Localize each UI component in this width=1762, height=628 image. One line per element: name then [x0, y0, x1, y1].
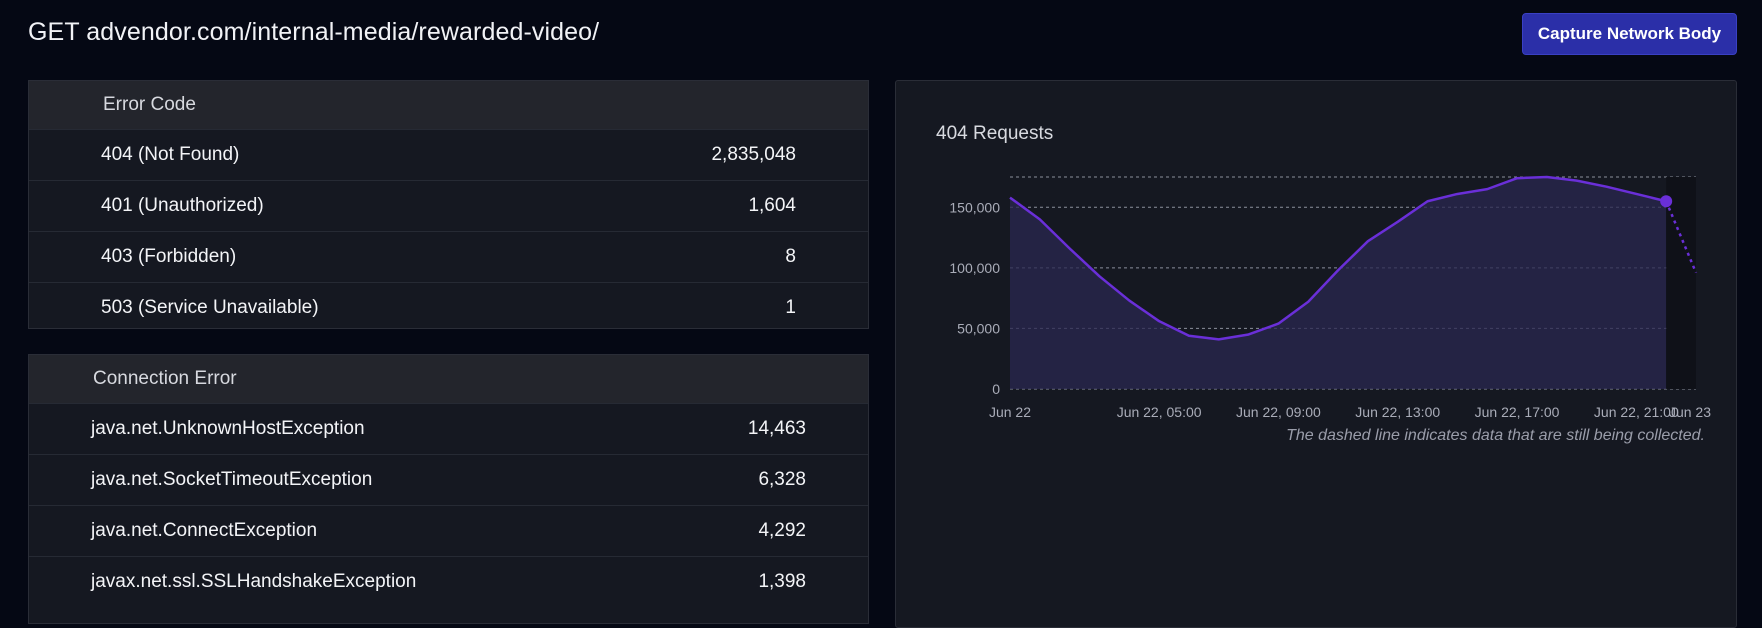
row-label: 404 (Not Found): [101, 144, 240, 165]
table-row[interactable]: 404 (Not Found) 2,835,048: [29, 129, 868, 180]
y-tick-label: 0: [992, 381, 1000, 397]
table-row[interactable]: java.net.SocketTimeoutException 6,328: [29, 454, 868, 505]
row-value: 6,328: [758, 469, 806, 490]
table-row[interactable]: 403 (Forbidden) 8: [29, 231, 868, 282]
x-tick-label: Jun 22, 21:00: [1594, 404, 1679, 420]
series-line: [1009, 175, 1667, 341]
requests-chart[interactable]: 0 50,000 100,000 150,000 Jun 22 Jun 22, 05:00…: [896, 81, 1738, 481]
x-tick-label: Jun 23: [1669, 404, 1711, 420]
table-row[interactable]: java.net.ConnectException 4,292: [29, 505, 868, 556]
row-value: 4,292: [758, 520, 806, 541]
row-label: 503 (Service Unavailable): [101, 297, 319, 318]
x-tick-label: Jun 22, 05:00: [1117, 404, 1202, 420]
chart-title: 404 Requests: [936, 123, 1054, 144]
row-value: 8: [785, 246, 796, 267]
row-value: 1: [785, 297, 796, 318]
page-title: GET advendor.com/internal-media/rewarded…: [28, 18, 600, 46]
table-row[interactable]: 401 (Unauthorized) 1,604: [29, 180, 868, 231]
error-code-table: Error Code 404 (Not Found) 2,835,048 401…: [28, 80, 869, 329]
y-tick-label: 50,000: [957, 320, 1000, 336]
row-value: 14,463: [747, 418, 806, 439]
x-tick-label: Jun 22, 09:00: [1236, 404, 1321, 420]
row-value: 1,604: [748, 195, 796, 216]
partial-region: [1666, 177, 1696, 389]
chart-panel: 404 Requests 0 50,000 100,000 150,000 Jun 22…: [895, 80, 1737, 628]
y-tick-label: 100,000: [949, 260, 1000, 276]
row-value: 1,398: [758, 571, 806, 592]
series-area: [1010, 177, 1667, 389]
row-label: 401 (Unauthorized): [101, 195, 264, 216]
y-tick-label: 150,000: [949, 199, 1000, 215]
connection-error-header[interactable]: Connection Error: [29, 355, 868, 403]
error-code-header[interactable]: Error Code: [29, 81, 868, 129]
row-label: java.net.UnknownHostException: [91, 418, 365, 439]
table-row[interactable]: javax.net.ssl.SSLHandshakeException 1,39…: [29, 556, 868, 607]
row-value: 2,835,048: [711, 144, 796, 165]
row-label: javax.net.ssl.SSLHandshakeException: [91, 571, 417, 592]
connection-error-table: Connection Error java.net.UnknownHostExc…: [28, 354, 869, 624]
partial-line: [1665, 200, 1698, 274]
x-tick-label: Jun 22, 13:00: [1355, 404, 1440, 420]
row-label: java.net.ConnectException: [91, 520, 318, 541]
row-label: java.net.SocketTimeoutException: [91, 469, 373, 490]
table-row[interactable]: 503 (Service Unavailable) 1: [29, 282, 868, 333]
row-label: 403 (Forbidden): [101, 246, 237, 267]
table-row[interactable]: java.net.UnknownHostException 14,463: [29, 403, 868, 454]
x-tick-label: Jun 22: [989, 404, 1031, 420]
last-point: [1660, 195, 1673, 208]
capture-network-body-button[interactable]: Capture Network Body: [1522, 13, 1737, 55]
x-tick-label: Jun 22, 17:00: [1475, 404, 1560, 420]
chart-note: The dashed line indicates data that are …: [1286, 427, 1705, 444]
